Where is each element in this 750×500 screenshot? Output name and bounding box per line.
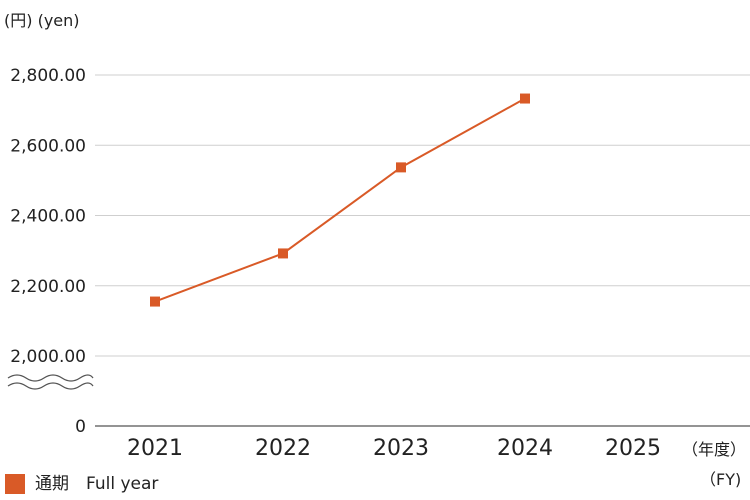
data-point xyxy=(150,296,160,307)
x-tick-label: 2024 xyxy=(497,436,553,461)
x-tick-label: 2025 xyxy=(605,436,661,461)
axis-break-line xyxy=(7,382,94,390)
y-tick-label: 2,400.00 xyxy=(10,207,86,227)
y-tick-label: 2,000.00 xyxy=(10,347,86,367)
y-tick-label: 0 xyxy=(75,417,86,437)
x-axis-ticks: 2021 2022 2023 2024 2025 xyxy=(127,436,661,461)
series-line xyxy=(154,97,526,303)
data-point xyxy=(396,162,406,173)
axis-break-line xyxy=(7,374,94,382)
series-full-year xyxy=(150,93,530,307)
x-tick-label: 2023 xyxy=(373,436,429,461)
gridlines xyxy=(95,74,750,357)
y-tick-label: 2,200.00 xyxy=(10,277,86,297)
axis-break-icon xyxy=(7,374,94,390)
legend: 通期 Full year xyxy=(5,474,158,494)
y-axis-ticks: 2,000.00 2,200.00 2,400.00 2,600.00 2,800.00… xyxy=(10,66,86,437)
x-axis-unit-label-en: （FY) xyxy=(700,470,741,489)
legend-swatch xyxy=(5,474,25,494)
data-point xyxy=(278,248,288,259)
x-tick-label: 2022 xyxy=(255,436,311,461)
x-tick-label: 2021 xyxy=(127,436,183,461)
y-tick-label: 2,800.00 xyxy=(10,66,86,86)
x-axis-unit-label-ja: （年度） xyxy=(682,440,746,459)
y-axis-unit-label: (円) (yen) xyxy=(4,11,80,30)
legend-label: 通期 Full year xyxy=(35,474,159,494)
data-point xyxy=(520,93,530,104)
y-tick-label: 2,600.00 xyxy=(10,136,86,156)
